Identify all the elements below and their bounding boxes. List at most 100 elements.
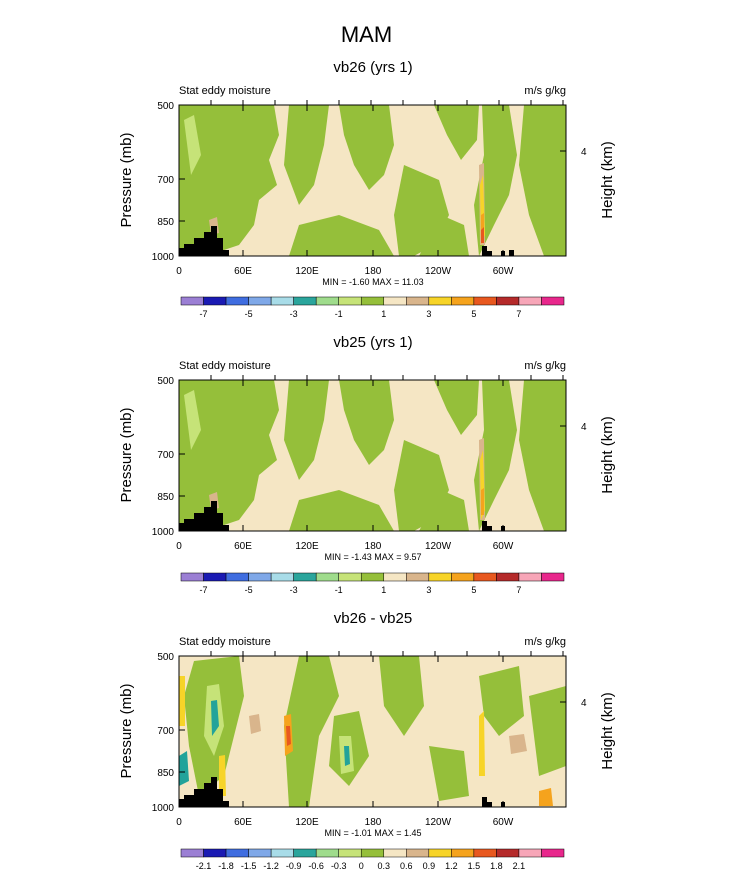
colorbar-label: 0.6 bbox=[400, 861, 413, 871]
contour-region bbox=[529, 686, 566, 776]
y-right-axis-label: Height (km) bbox=[599, 692, 616, 770]
y-axis-label: Pressure (mb) bbox=[118, 132, 135, 227]
colorbar-label: 5 bbox=[471, 585, 476, 595]
colorbar-label: 1.2 bbox=[445, 861, 458, 871]
colorbar-swatch bbox=[203, 848, 227, 858]
contour-region bbox=[419, 490, 469, 531]
contour-region bbox=[419, 215, 469, 256]
contour-region bbox=[339, 380, 394, 465]
colorbar-label: -0.9 bbox=[286, 861, 302, 871]
colorbar-swatch bbox=[315, 572, 339, 582]
colorbar: -2.1 -1.8 -1.5 -1.2 -0.9 -0.6 -0.3 0 0.3 0.6 0.9 1.… bbox=[180, 848, 565, 871]
y-axis-label: Pressure (mb) bbox=[118, 683, 135, 778]
x-tick-label: 120W bbox=[425, 266, 452, 277]
x-tick-label: 180 bbox=[365, 541, 382, 552]
x-tick-label: 60E bbox=[234, 817, 252, 828]
colorbar-swatch bbox=[180, 848, 204, 858]
contour-region bbox=[179, 676, 185, 726]
colorbar-label: -3 bbox=[290, 309, 298, 319]
panel-1: vb26 (yrs 1)Stat eddy moisture m/s g/kg50… bbox=[118, 59, 616, 319]
y-tick-label: 1000 bbox=[152, 252, 175, 263]
panel-3: vb26 - vb25 Stat eddy moisture m/s g/kg 500… bbox=[118, 610, 616, 871]
contour-region bbox=[179, 226, 229, 256]
y-tick-label: 500 bbox=[157, 101, 174, 112]
contour-region bbox=[482, 246, 492, 256]
colorbar-swatch bbox=[360, 296, 385, 306]
colorbar-label: 7 bbox=[516, 309, 521, 319]
colorbar-swatch bbox=[338, 296, 362, 306]
contour-region bbox=[179, 751, 189, 786]
panel-title: vb25 (yrs 1) bbox=[333, 334, 412, 351]
contour-region bbox=[179, 501, 229, 531]
colorbar-swatch bbox=[383, 848, 407, 858]
contour-region bbox=[481, 227, 484, 243]
x-tick-label: 0 bbox=[176, 817, 182, 828]
colorbar-swatch bbox=[541, 848, 565, 858]
contour-region bbox=[474, 105, 517, 256]
contour-region bbox=[474, 380, 517, 531]
colorbar-label: 2.1 bbox=[513, 861, 526, 871]
colorbar-swatch bbox=[270, 296, 294, 306]
colorbar-label: -7 bbox=[200, 309, 208, 319]
colorbar-swatch bbox=[451, 848, 475, 858]
x-tick-label: 120E bbox=[295, 541, 319, 552]
panel-2: vb25 (yrs 1)Stat eddy moisture m/s g/kg50… bbox=[118, 334, 616, 595]
colorbar-swatch bbox=[203, 572, 227, 582]
contour-region bbox=[344, 746, 350, 766]
colorbar-swatch bbox=[293, 848, 317, 858]
contour-region bbox=[519, 380, 566, 531]
y-right-tick-label: 4 bbox=[581, 698, 587, 709]
y-tick-label: 1000 bbox=[152, 803, 175, 814]
y-tick-label: 850 bbox=[157, 492, 174, 503]
colorbar-swatch bbox=[518, 296, 542, 306]
colorbar-swatch bbox=[360, 848, 385, 858]
colorbar-label: -1.8 bbox=[218, 861, 234, 871]
colorbar-swatch bbox=[225, 572, 249, 582]
x-tick-label: 120E bbox=[295, 817, 319, 828]
y-right-tick-label: 4 bbox=[581, 422, 587, 433]
contour-region bbox=[179, 105, 279, 256]
contour-region bbox=[519, 105, 566, 256]
colorbar-label: 1.5 bbox=[468, 861, 481, 871]
variable-label: Stat eddy moisture bbox=[179, 85, 271, 97]
colorbar-swatch bbox=[473, 296, 497, 306]
colorbar: -7 -5 -3 -1 1 3 5 7 bbox=[180, 572, 565, 595]
x-tick-label: 120W bbox=[425, 817, 452, 828]
y-right-tick-label: 4 bbox=[581, 147, 587, 158]
contour-region bbox=[509, 734, 527, 754]
colorbar-label: -1 bbox=[335, 585, 343, 595]
colorbar-swatch bbox=[248, 572, 272, 582]
min-max-stats: MIN = -1.60 MAX = 11.03 bbox=[322, 277, 423, 287]
colorbar-label: -1 bbox=[335, 309, 343, 319]
panel-title: vb26 (yrs 1) bbox=[333, 59, 412, 76]
contour-region bbox=[179, 777, 229, 807]
min-max-stats: MIN = -1.01 MAX = 1.45 bbox=[324, 828, 421, 838]
colorbar-swatch bbox=[496, 848, 520, 858]
contour-region bbox=[479, 711, 485, 776]
x-tick-label: 120W bbox=[425, 541, 452, 552]
x-tick-label: 0 bbox=[176, 266, 182, 277]
units-label: m/s g/kg bbox=[524, 360, 566, 372]
y-tick-label: 1000 bbox=[152, 527, 175, 538]
figure-title: MAM bbox=[340, 22, 393, 47]
contour-region bbox=[539, 788, 553, 806]
y-tick-label: 700 bbox=[157, 726, 174, 737]
colorbar-label: -1.5 bbox=[241, 861, 257, 871]
x-tick-label: 60W bbox=[493, 817, 514, 828]
contour-region bbox=[211, 700, 219, 736]
y-right-axis-label: Height (km) bbox=[599, 416, 616, 494]
colorbar-label: -5 bbox=[245, 585, 253, 595]
y-tick-label: 500 bbox=[157, 652, 174, 663]
min-max-stats: MIN = -1.43 MAX = 9.57 bbox=[324, 552, 421, 562]
colorbar-label: -2.1 bbox=[196, 861, 212, 871]
colorbar-label: -7 bbox=[200, 585, 208, 595]
contour-region bbox=[284, 105, 329, 205]
contour-region bbox=[284, 380, 329, 480]
colorbar-label: -0.3 bbox=[331, 861, 347, 871]
x-tick-label: 60E bbox=[234, 266, 252, 277]
y-tick-label: 850 bbox=[157, 217, 174, 228]
colorbar-swatch bbox=[496, 296, 520, 306]
contour-region bbox=[482, 797, 492, 807]
colorbar-swatch bbox=[473, 572, 497, 582]
